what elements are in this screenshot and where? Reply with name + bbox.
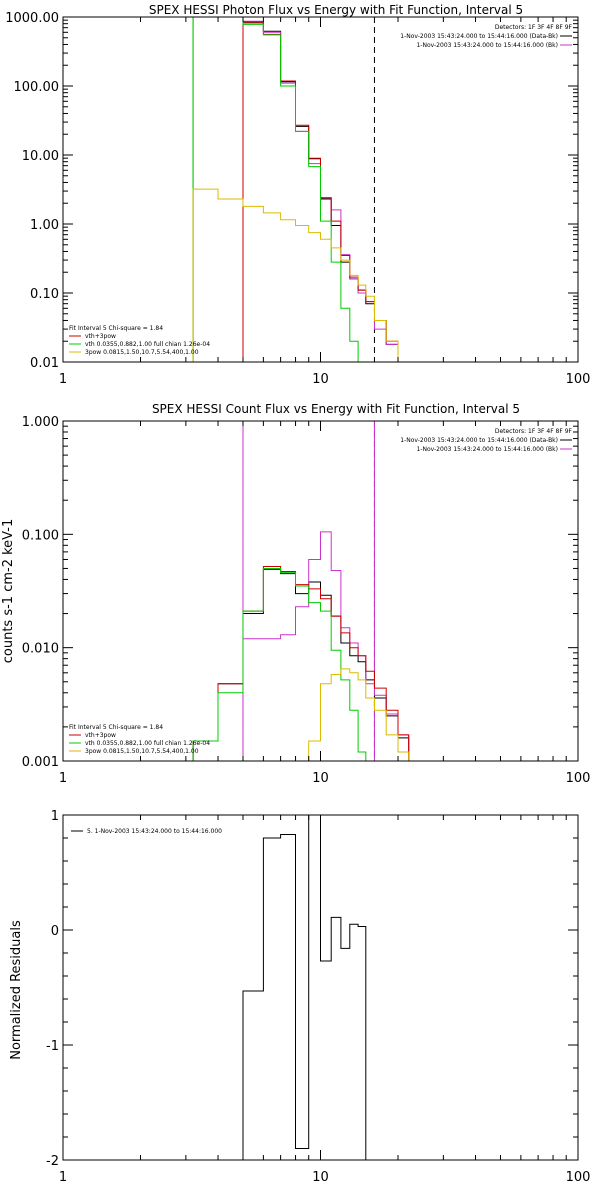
- y-tick-label: 1: [51, 809, 59, 824]
- x-tick-label: 1: [59, 372, 67, 387]
- photon-flux-panel: SPEX HESSI Photon Flux vs Energy with Fi…: [5, 3, 591, 387]
- plot-area-2: [192, 421, 410, 761]
- y-tick-label: 100.00: [14, 80, 60, 95]
- residuals-ylabel: Normalized Residuals: [9, 920, 24, 1060]
- y-tick-label: 1.00: [30, 218, 59, 233]
- legend-entry: 1-Nov-2003 15:43:24.000 to 15:44:16.000 …: [400, 437, 558, 444]
- plot-area-1: [192, 17, 399, 362]
- legend-entry: 5. 1-Nov-2003 15:43:24.000 to 15:44:16.0…: [87, 828, 222, 835]
- y-tick-label: 0.010: [22, 642, 59, 657]
- x-tick-label: 1: [59, 1170, 67, 1185]
- x-tick-label: 10: [312, 771, 329, 786]
- series-vth: [192, 17, 367, 362]
- y-tick-label: 0.001: [22, 755, 59, 770]
- x-tick-label: 100: [566, 372, 591, 387]
- legend-header: Fit Interval 5 Chi-square = 1.84: [69, 325, 163, 332]
- legend-entry: 3pow 0.0815,1.50,10.7,5.54,400,1.00: [85, 748, 199, 755]
- count-flux-plot-frame: [62, 420, 579, 762]
- count-flux-title: SPEX HESSI Count Flux vs Energy with Fit…: [152, 402, 520, 416]
- legend-entry: vth 0.0355,0.882,1.00 full chian 1.26e-0…: [85, 740, 210, 747]
- legend-header: Detectors: 1F 3F 4F 8F 9F: [495, 428, 573, 435]
- legend-header: Detectors: 1F 3F 4F 8F 9F: [495, 24, 573, 31]
- x-tick-label: 10: [312, 372, 329, 387]
- x-tick-label: 100: [566, 771, 591, 786]
- y-tick-label: 10.00: [22, 149, 59, 164]
- series-3pow: [192, 188, 399, 362]
- y-tick-label: 0.10: [30, 287, 59, 302]
- y-tick-label: 0.100: [22, 528, 59, 543]
- legend-entry: vth+3pow: [85, 732, 116, 739]
- series-3pow: [308, 668, 410, 761]
- legend-entry: vth+3pow: [85, 333, 116, 340]
- legend-entry: 1-Nov-2003 15:43:24.000 to 15:44:16.000 …: [400, 33, 558, 40]
- y-tick-label: 1.000: [22, 415, 59, 430]
- x-tick-label: 10: [312, 1170, 329, 1185]
- count-flux-panel: SPEX HESSI Count Flux vs Energy with Fit…: [1, 402, 591, 786]
- residuals-panel: 1 10 100 -2 -1 0 1 5. 1-Nov-2003 15:43:24.000 t…: [9, 809, 591, 1185]
- y-tick-label: 0: [51, 924, 59, 939]
- series-vth: [192, 568, 367, 761]
- residuals-plot-frame: [62, 814, 579, 1161]
- plot-area-3: [242, 815, 367, 1160]
- x-tick-label: 1: [59, 771, 67, 786]
- y-tick-label: 1000.00: [5, 11, 59, 26]
- y-tick-label: -1: [46, 1039, 59, 1054]
- legend-entry: vth 0.0355,0.882,1.00 full chian 1.26e-0…: [85, 341, 210, 348]
- legend-entry: 3pow 0.0815,1.50,10.7,5.54,400,1.00: [85, 349, 199, 356]
- y-tick-label: -2: [46, 1154, 59, 1169]
- legend-entry: 1-Nov-2003 15:43:24.000 to 15:44:16.000 …: [416, 42, 558, 49]
- series-residuals: [242, 815, 367, 1160]
- y-tick-label: 0.01: [30, 356, 59, 371]
- x-tick-label: 100: [566, 1170, 591, 1185]
- photon-flux-plot-frame: [62, 16, 579, 363]
- legend-entry: 1-Nov-2003 15:43:24.000 to 15:44:16.000 …: [416, 446, 558, 453]
- count-flux-ylabel: counts s-1 cm-2 keV-1: [1, 519, 16, 664]
- photon-flux-title: SPEX HESSI Photon Flux vs Energy with Fi…: [149, 3, 523, 17]
- legend-header: Fit Interval 5 Chi-square = 1.84: [69, 724, 163, 731]
